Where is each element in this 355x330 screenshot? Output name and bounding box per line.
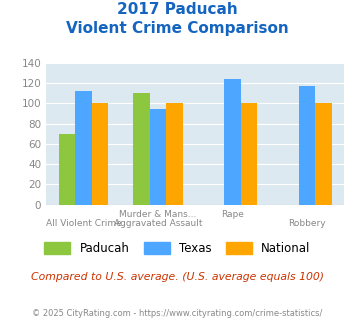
Bar [133,93,150,205]
Text: © 2025 CityRating.com - https://www.cityrating.com/crime-statistics/: © 2025 CityRating.com - https://www.city… [32,309,323,317]
Text: 2017 Paducah: 2017 Paducah [117,2,238,16]
Text: Aggravated Assault: Aggravated Assault [114,219,202,228]
Bar [75,91,92,205]
Bar [166,103,182,205]
Bar [241,103,257,205]
Text: Rape: Rape [221,210,244,218]
Bar [59,134,75,205]
Bar [299,86,315,205]
Bar [150,109,166,205]
Text: Robbery: Robbery [288,219,326,228]
Legend: Paducah, Texas, National: Paducah, Texas, National [39,237,316,259]
Text: All Violent Crime: All Violent Crime [45,219,121,228]
Text: Violent Crime Comparison: Violent Crime Comparison [66,21,289,36]
Bar [224,79,241,205]
Bar [315,103,332,205]
Text: Murder & Mans...: Murder & Mans... [119,210,197,218]
Text: Compared to U.S. average. (U.S. average equals 100): Compared to U.S. average. (U.S. average … [31,272,324,282]
Bar [92,103,108,205]
